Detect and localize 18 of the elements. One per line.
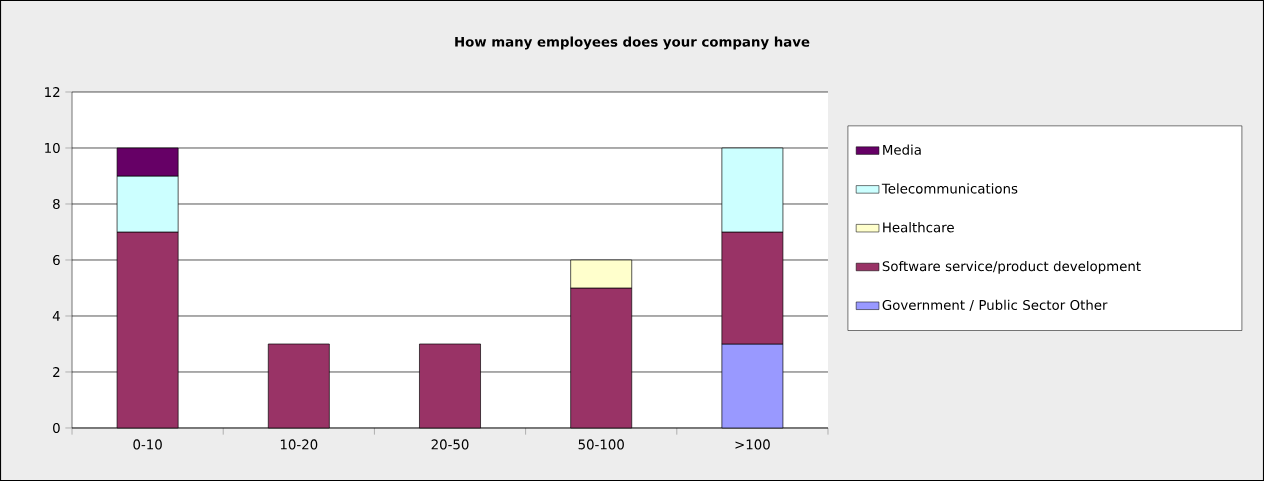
y-tick-label: 0 [53, 422, 60, 434]
x-tick-label: >100 [735, 439, 770, 450]
x-tick-label: 20-50 [431, 439, 469, 450]
y-tick-label: 12 [45, 87, 60, 97]
x-tick-label: 10-20 [280, 439, 318, 450]
x-tick-label: 0-10 [133, 439, 162, 450]
legend-label: Telecommunications [881, 183, 1018, 194]
legend-label: Healthcare [883, 222, 954, 233]
y-tick-label: 6 [53, 254, 60, 266]
y-tick-label: 10 [45, 142, 60, 154]
x-tick-label: 50-100 [578, 439, 624, 450]
legend-label: Software service/product development [882, 260, 1141, 274]
y-tick-label: 2 [53, 367, 60, 377]
y-tick-label: 8 [53, 198, 60, 210]
y-tick-label: 4 [52, 311, 60, 321]
chart-title: How many employees does your company have [455, 36, 810, 50]
legend-label: Media [883, 144, 921, 155]
legend-label: Government / Public Sector Other [882, 299, 1108, 312]
